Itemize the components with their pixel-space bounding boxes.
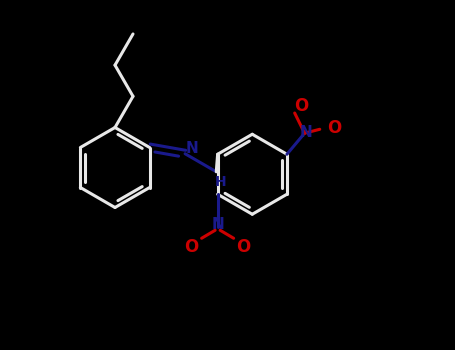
Text: N: N: [299, 125, 312, 140]
Text: O: O: [185, 238, 199, 256]
Text: H: H: [214, 175, 226, 189]
Text: O: O: [328, 119, 342, 137]
Text: N: N: [211, 217, 224, 232]
Text: O: O: [237, 238, 251, 256]
Text: N: N: [185, 141, 198, 156]
Text: O: O: [294, 97, 308, 115]
